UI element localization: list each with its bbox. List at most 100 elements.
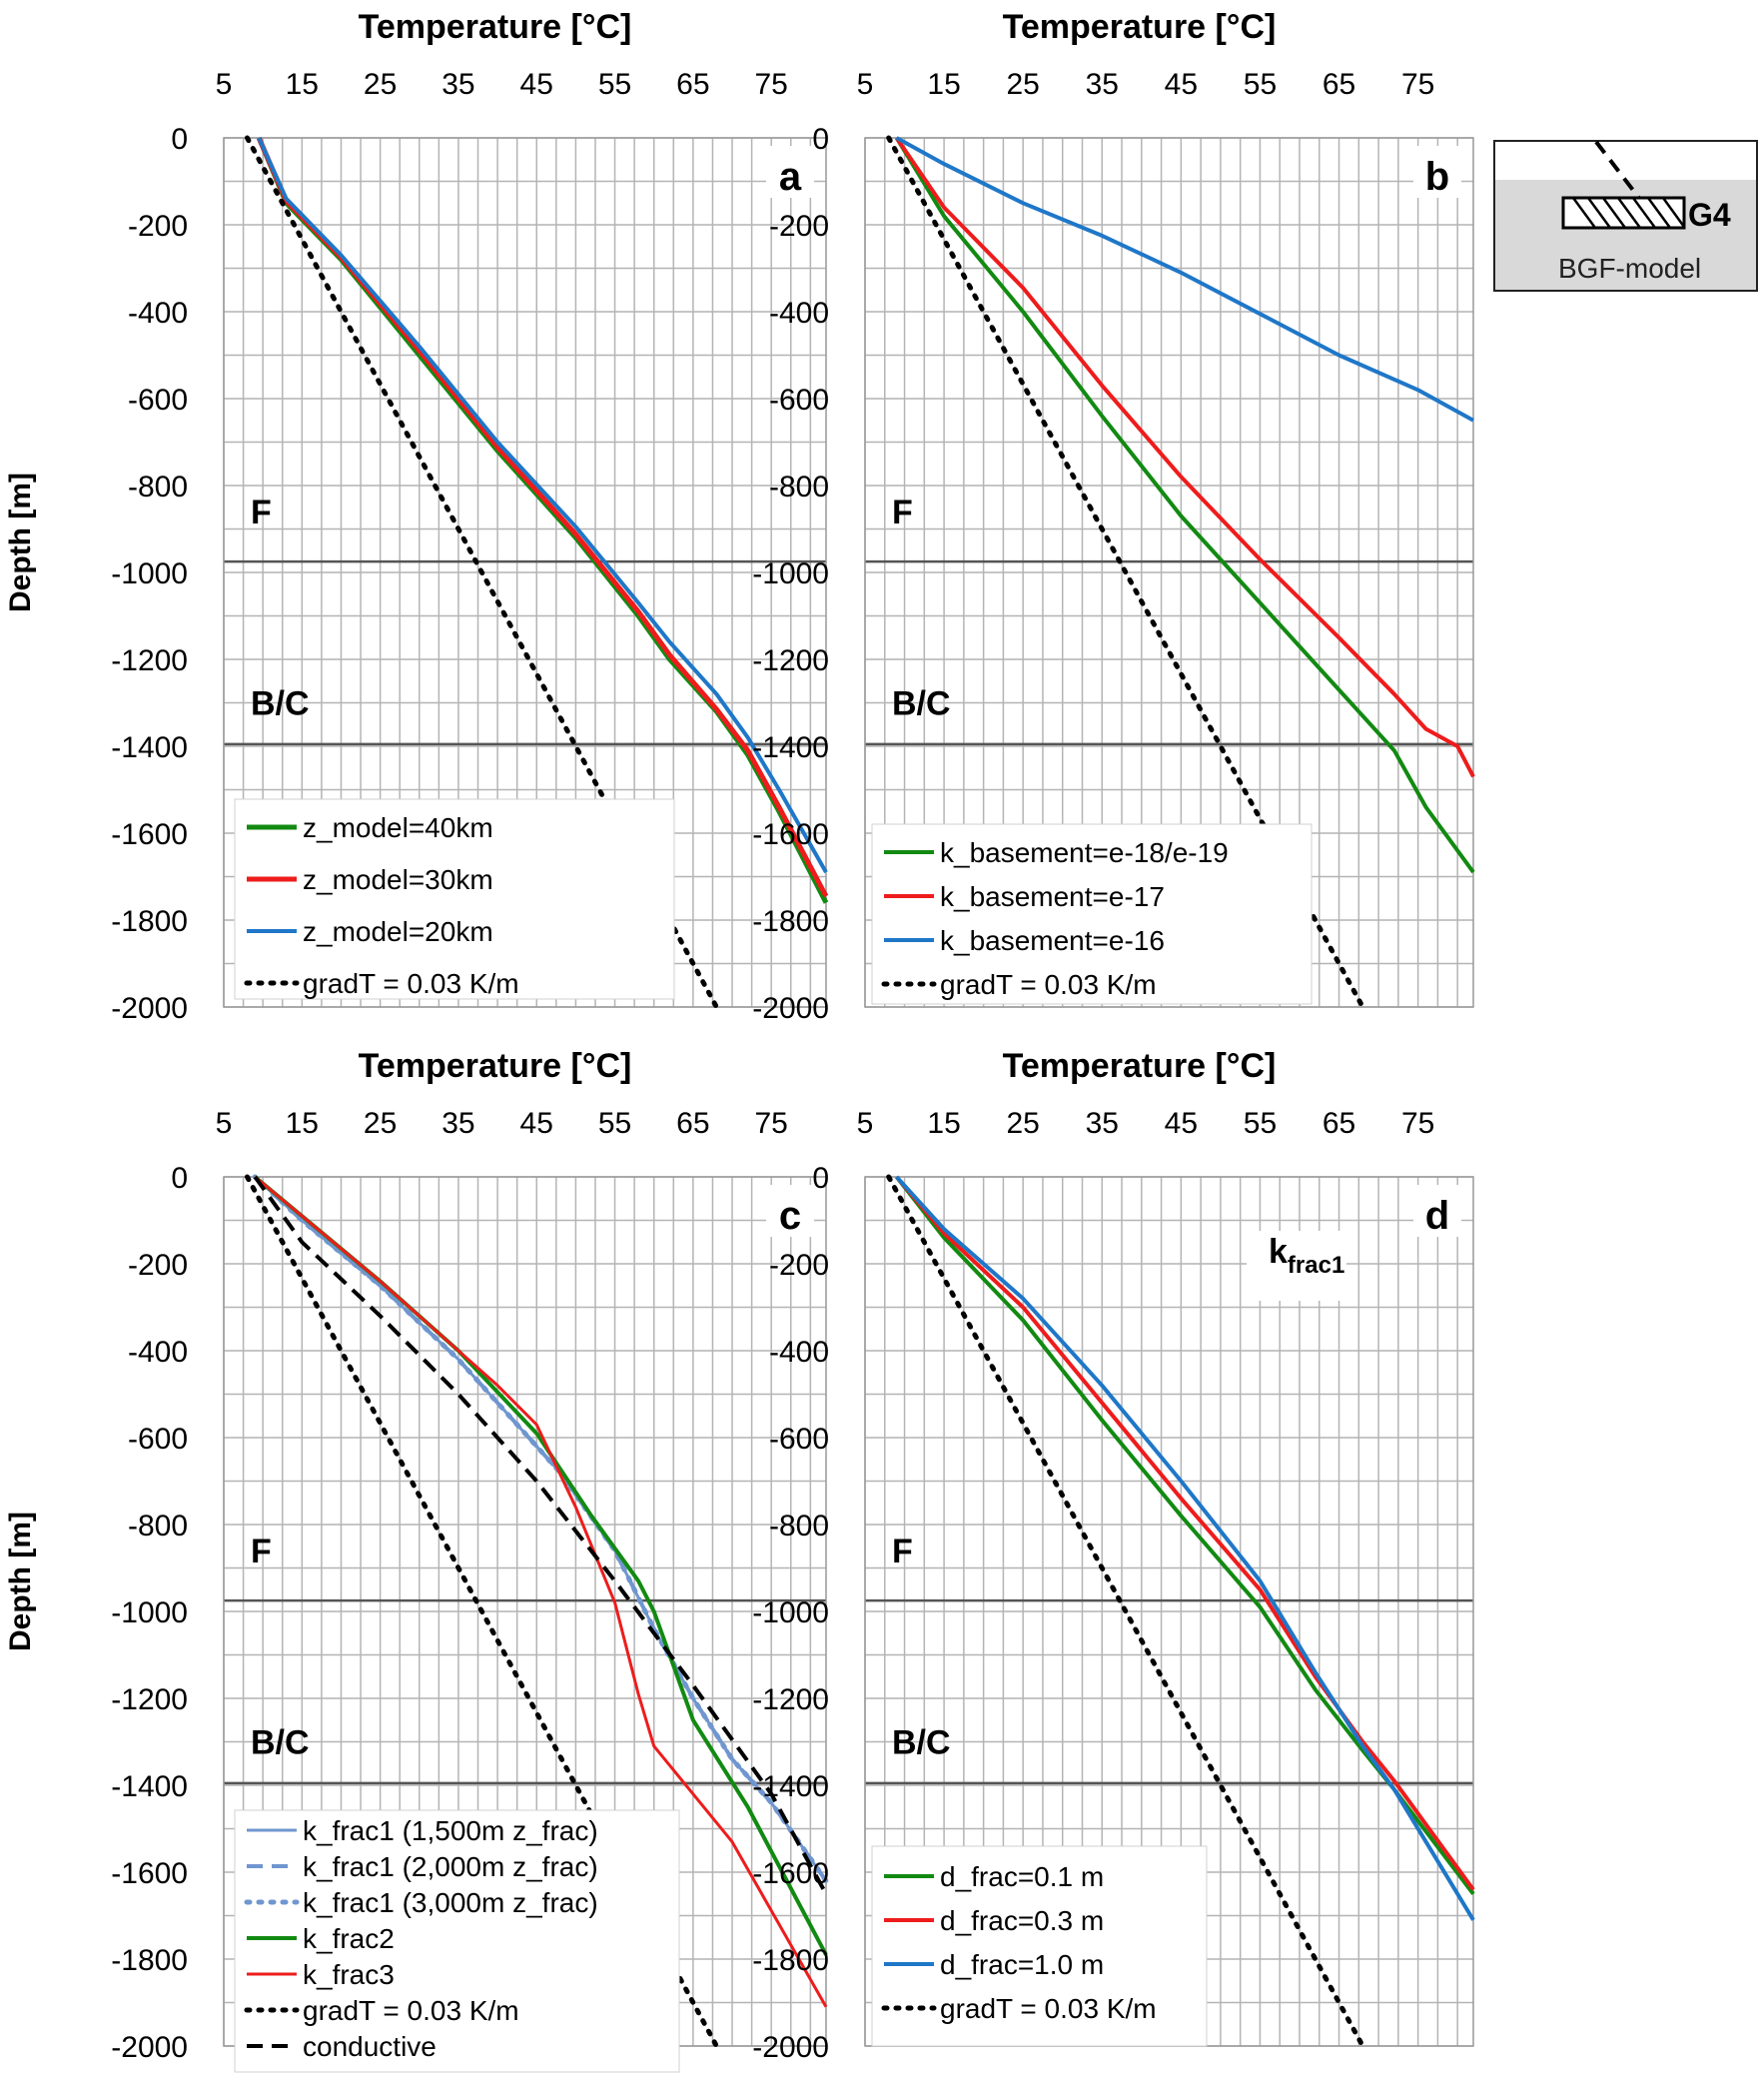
y-tick-label: -1600 bbox=[111, 818, 188, 851]
x-tick-label: 75 bbox=[1401, 68, 1434, 101]
series-line bbox=[257, 137, 828, 874]
chart-title: Temperature [°C] bbox=[1003, 1047, 1277, 1085]
y-tick-label: -600 bbox=[128, 1423, 188, 1456]
series-line bbox=[252, 1174, 829, 1884]
series-line bbox=[254, 1175, 828, 2008]
y-tick-label: -800 bbox=[769, 1510, 829, 1543]
legend-label: gradT = 0.03 K/m bbox=[940, 969, 1157, 1000]
bgf-model-caption: BGF-model bbox=[1558, 253, 1701, 284]
panel-letter: c bbox=[779, 1194, 801, 1238]
series-line bbox=[895, 1175, 1475, 1921]
legend-label: k_frac3 bbox=[303, 1959, 395, 1990]
legend-box bbox=[234, 798, 675, 1000]
zone-label: B/C bbox=[251, 1724, 310, 1762]
x-tick-label: 5 bbox=[216, 68, 233, 101]
x-tick-label: 15 bbox=[286, 1107, 319, 1140]
series-line bbox=[886, 1174, 1365, 2049]
panel-a: Temperature [°C] 5 15 25 35 45 55 65 75 0 -200 -400… bbox=[4, 8, 829, 1025]
y-tick-label: -200 bbox=[769, 1249, 829, 1282]
y-tick-label: -400 bbox=[769, 297, 829, 330]
zone-label: B/C bbox=[251, 685, 310, 723]
x-tick-label: 15 bbox=[286, 68, 319, 101]
legend-label: gradT = 0.03 K/m bbox=[303, 1995, 519, 2026]
legend-label: k_frac2 bbox=[303, 1923, 395, 1954]
chart-title: Temperature [°C] bbox=[359, 8, 632, 46]
legend-label: gradT = 0.03 K/m bbox=[940, 1993, 1157, 2024]
y-tick-label: -1800 bbox=[111, 905, 188, 938]
x-tick-label: 65 bbox=[1323, 1107, 1355, 1140]
x-tick-label: 35 bbox=[1086, 68, 1119, 101]
x-tick-label: 35 bbox=[1086, 1107, 1119, 1140]
y-tick-label: -1600 bbox=[752, 1857, 829, 1890]
zone-label: F bbox=[251, 494, 272, 531]
bgf-model-inset: G4 BGF-model bbox=[1493, 140, 1758, 292]
x-tick-label: 35 bbox=[441, 68, 474, 101]
panel-d: Temperature [°C] 5 15 25 35 45 55 65 75 0 -200 -400… bbox=[752, 1047, 1475, 2064]
y-tick-label: -2000 bbox=[752, 2031, 829, 2064]
y-axis-label: Depth [m] bbox=[4, 1512, 37, 1651]
y-tick-label: -2000 bbox=[752, 992, 829, 1025]
legend-label: d_frac=0.3 m bbox=[940, 1905, 1104, 1936]
y-tick-label: -1800 bbox=[752, 1944, 829, 1977]
legend-label: k_frac1 (2,000m z_frac) bbox=[303, 1851, 598, 1882]
inset-label-bg bbox=[1247, 1231, 1346, 1301]
panel-c: Temperature [°C] 5 15 25 35 45 55 65 75 0 -200 -400… bbox=[4, 1047, 829, 2073]
y-tick-label: 0 bbox=[812, 123, 829, 156]
y-tick-label: -600 bbox=[128, 384, 188, 417]
panel-letter: b bbox=[1425, 155, 1449, 199]
x-tick-label: 35 bbox=[441, 1107, 474, 1140]
x-tick-label: 75 bbox=[754, 1107, 787, 1140]
y-tick-label: -1200 bbox=[111, 644, 188, 677]
x-tick-label: 15 bbox=[927, 68, 960, 101]
legend-label: z_model=20km bbox=[303, 916, 493, 947]
series-line bbox=[245, 1174, 719, 2049]
zone-label: F bbox=[892, 494, 913, 531]
y-tick-label: -1600 bbox=[752, 818, 829, 851]
series-line bbox=[245, 135, 719, 1010]
g4-hatched-block bbox=[1561, 196, 1686, 230]
y-tick-label: -1000 bbox=[752, 557, 829, 590]
x-tick-label: 55 bbox=[1244, 68, 1277, 101]
y-tick-label: -400 bbox=[769, 1336, 829, 1369]
x-tick-label: 5 bbox=[857, 68, 874, 101]
y-tick-label: -1400 bbox=[111, 1770, 188, 1803]
chart-title: Temperature [°C] bbox=[359, 1047, 632, 1085]
y-tick-label: -1600 bbox=[111, 1857, 188, 1890]
panel-letter: a bbox=[779, 155, 802, 199]
panel-letter-bg bbox=[766, 146, 814, 198]
legend: k_basement=e-18/e-19 k_basement=e-17 k_bas… bbox=[871, 823, 1313, 1005]
series-line bbox=[895, 1175, 1475, 1891]
series-line bbox=[253, 1175, 828, 1895]
y-tick-label: -200 bbox=[769, 210, 829, 243]
y-axis-label: Depth [m] bbox=[4, 473, 37, 612]
legend-label: k_basement=e-17 bbox=[940, 881, 1165, 912]
legend-label: k_basement=e-16 bbox=[940, 925, 1165, 956]
legend-box bbox=[871, 1845, 1208, 2047]
panel-letter-bg bbox=[1413, 146, 1461, 198]
y-tick-label: -1200 bbox=[752, 644, 829, 677]
x-tick-label: 55 bbox=[598, 68, 631, 101]
y-tick-label: -800 bbox=[769, 471, 829, 504]
x-tick-label: 75 bbox=[1401, 1107, 1434, 1140]
y-tick-label: -800 bbox=[128, 471, 188, 504]
y-tick-label: -1200 bbox=[111, 1683, 188, 1716]
panel-letter-bg bbox=[766, 1185, 814, 1237]
legend-label: gradT = 0.03 K/m bbox=[303, 968, 519, 999]
zone-label: B/C bbox=[892, 1724, 951, 1762]
legend-box bbox=[871, 823, 1313, 1005]
x-tick-label: 45 bbox=[520, 68, 553, 101]
x-tick-label: 75 bbox=[754, 68, 787, 101]
x-tick-label: 25 bbox=[364, 1107, 397, 1140]
y-tick-label: -1000 bbox=[752, 1596, 829, 1629]
y-tick-label: 0 bbox=[812, 1162, 829, 1195]
legend: d_frac=0.1 m d_frac=0.3 m d_frac=1.0 m grad… bbox=[871, 1845, 1208, 2047]
zone-label: B/C bbox=[892, 685, 951, 723]
legend-label: k_frac1 (1,500m z_frac) bbox=[303, 1815, 598, 1846]
x-tick-label: 55 bbox=[1244, 1107, 1277, 1140]
k-frac1-subscript: frac1 bbox=[1288, 1252, 1344, 1279]
legend-label: k_basement=e-18/e-19 bbox=[940, 837, 1229, 868]
y-tick-label: 0 bbox=[171, 123, 188, 156]
x-tick-label: 45 bbox=[520, 1107, 553, 1140]
zone-label: F bbox=[892, 1533, 913, 1570]
